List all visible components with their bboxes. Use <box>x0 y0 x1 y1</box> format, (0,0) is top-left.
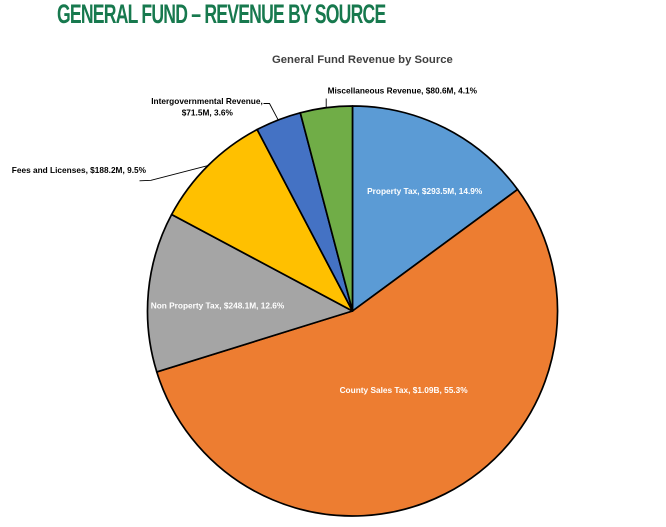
svg-text:Intergovernmental Revenue,: Intergovernmental Revenue, <box>151 96 263 106</box>
svg-text:County Sales Tax, $1.09B, 55.3: County Sales Tax, $1.09B, 55.3% <box>340 385 469 395</box>
svg-text:Property Tax, $293.5M, 14.9%: Property Tax, $293.5M, 14.9% <box>367 186 483 196</box>
svg-text:Fees and Licenses, $188.2M, 9.: Fees and Licenses, $188.2M, 9.5% <box>12 165 147 175</box>
svg-text:General Fund Revenue by Source: General Fund Revenue by Source <box>272 54 453 66</box>
svg-text:Miscellaneous Revenue, $80.6M,: Miscellaneous Revenue, $80.6M, 4.1% <box>328 86 478 96</box>
svg-text:Non Property Tax, $248.1M, 12.: Non Property Tax, $248.1M, 12.6% <box>151 300 285 310</box>
svg-text:$71.5M, 3.6%: $71.5M, 3.6% <box>182 107 234 117</box>
